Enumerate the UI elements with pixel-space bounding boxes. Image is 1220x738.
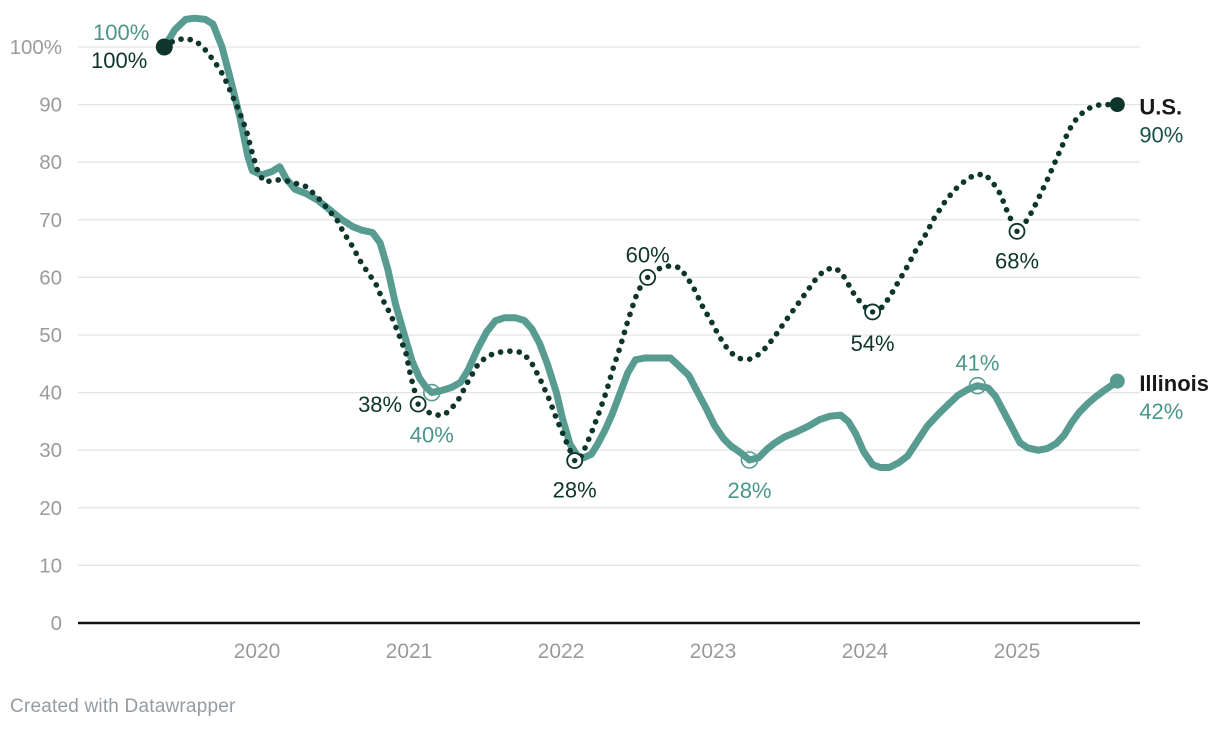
marker-ring xyxy=(740,451,759,469)
x-axis-tick-label: 2020 xyxy=(234,640,281,663)
series-line-illinois xyxy=(160,14,1121,471)
annotation-label: 41% xyxy=(955,351,999,376)
y-axis-tick-label: 100% xyxy=(10,36,62,59)
y-axis-tick-label: 50 xyxy=(39,324,62,347)
x-axis-tick-label: 2025 xyxy=(994,640,1041,663)
marker-center-dot xyxy=(644,274,651,281)
y-axis-tick-label: 70 xyxy=(39,209,62,232)
y-axis-tick-label: 60 xyxy=(39,266,62,289)
annotation-label: 68% xyxy=(995,248,1039,273)
series-end-dot xyxy=(1109,373,1125,389)
annotation-label: 38% xyxy=(358,392,402,417)
y-axis-tick-label: 90 xyxy=(39,94,62,117)
y-axis-tick-label: 40 xyxy=(39,382,62,405)
series-start-dot xyxy=(155,38,173,56)
y-axis-tick-label: 0 xyxy=(51,612,62,635)
series-value-label: 90% xyxy=(1139,123,1183,148)
marker-center-dot xyxy=(1014,228,1020,235)
annotation-label: 100% xyxy=(93,20,149,45)
marker-center-dot xyxy=(571,457,578,464)
annotation-label: 28% xyxy=(727,478,771,503)
x-axis-tick-label: 2022 xyxy=(538,640,585,663)
y-axis-tick-label: 10 xyxy=(39,554,62,577)
x-axis-tick-label: 2021 xyxy=(386,640,433,663)
x-axis-tick-label: 2024 xyxy=(842,640,889,663)
footer-credit: Created with Datawrapper xyxy=(10,696,236,717)
annotation-label: 54% xyxy=(851,331,895,356)
annotation-label: 40% xyxy=(410,423,454,448)
y-axis-tick-label: 80 xyxy=(39,151,62,174)
marker-center-dot xyxy=(415,401,421,407)
series-end-dot xyxy=(1109,97,1125,113)
line-chart-svg: 0 10 20 30 40 50 60 70 80 90 100% 2020 2021 2022 2023 2… xyxy=(10,14,1209,663)
x-axis-tick-label: 2023 xyxy=(690,640,737,663)
series-name-label: Illinois xyxy=(1139,371,1209,396)
y-axis-tick-label: 20 xyxy=(39,497,62,520)
series-value-label: 42% xyxy=(1139,399,1183,424)
marker-ring xyxy=(422,383,441,402)
y-axis-tick-label: 30 xyxy=(39,439,62,462)
series-name-label: U.S. xyxy=(1139,95,1182,120)
annotation-label: 100% xyxy=(91,48,147,73)
annotation-label: 60% xyxy=(626,242,670,267)
annotation-label: 28% xyxy=(553,478,597,503)
marker-ring xyxy=(968,376,987,395)
marker-center-dot xyxy=(869,309,876,315)
